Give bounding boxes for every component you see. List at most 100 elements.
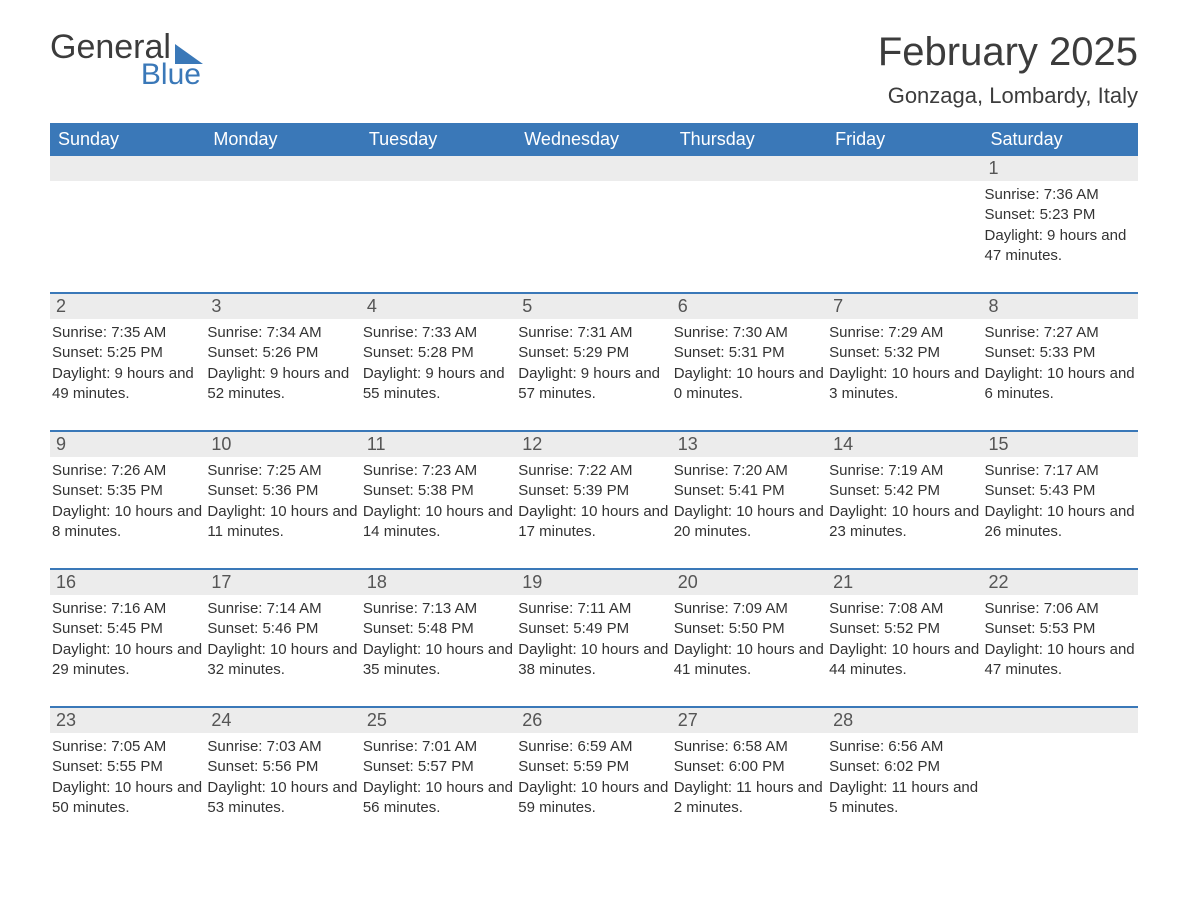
day-cell	[827, 156, 982, 274]
day-cell: 2Sunrise: 7:35 AMSunset: 5:25 PMDaylight…	[50, 294, 205, 412]
day-body: Sunrise: 6:59 AMSunset: 5:59 PMDaylight:…	[516, 733, 671, 820]
day-body: Sunrise: 7:09 AMSunset: 5:50 PMDaylight:…	[672, 595, 827, 682]
sunset-line: Sunset: 5:28 PM	[363, 343, 514, 363]
day-body: Sunrise: 7:01 AMSunset: 5:57 PMDaylight:…	[361, 733, 516, 820]
day-body: Sunrise: 7:20 AMSunset: 5:41 PMDaylight:…	[672, 457, 827, 544]
sunrise-line: Sunrise: 7:29 AM	[829, 323, 980, 343]
day-cell: 7Sunrise: 7:29 AMSunset: 5:32 PMDaylight…	[827, 294, 982, 412]
day-body: Sunrise: 7:27 AMSunset: 5:33 PMDaylight:…	[983, 319, 1138, 406]
day-number: 4	[361, 294, 516, 319]
day-cell: 24Sunrise: 7:03 AMSunset: 5:56 PMDayligh…	[205, 708, 360, 826]
sunset-line: Sunset: 5:50 PM	[674, 619, 825, 639]
sunrise-line: Sunrise: 6:59 AM	[518, 737, 669, 757]
day-cell	[361, 156, 516, 274]
dow-cell: Tuesday	[361, 123, 516, 156]
day-number	[672, 156, 827, 181]
day-number: 26	[516, 708, 671, 733]
day-body: Sunrise: 7:03 AMSunset: 5:56 PMDaylight:…	[205, 733, 360, 820]
daylight-line: Daylight: 10 hours and 14 minutes.	[363, 502, 514, 543]
day-number: 14	[827, 432, 982, 457]
daylight-line: Daylight: 10 hours and 0 minutes.	[674, 364, 825, 405]
sunset-line: Sunset: 5:38 PM	[363, 481, 514, 501]
day-number: 13	[672, 432, 827, 457]
sunset-line: Sunset: 5:33 PM	[985, 343, 1136, 363]
sunset-line: Sunset: 5:49 PM	[518, 619, 669, 639]
daylight-line: Daylight: 10 hours and 8 minutes.	[52, 502, 203, 543]
sunset-line: Sunset: 5:45 PM	[52, 619, 203, 639]
day-body: Sunrise: 6:56 AMSunset: 6:02 PMDaylight:…	[827, 733, 982, 820]
header: General Blue February 2025 Gonzaga, Lomb…	[50, 30, 1138, 109]
daylight-line: Daylight: 10 hours and 53 minutes.	[207, 778, 358, 819]
day-body: Sunrise: 7:16 AMSunset: 5:45 PMDaylight:…	[50, 595, 205, 682]
day-number: 1	[983, 156, 1138, 181]
day-cell: 9Sunrise: 7:26 AMSunset: 5:35 PMDaylight…	[50, 432, 205, 550]
day-body: Sunrise: 7:23 AMSunset: 5:38 PMDaylight:…	[361, 457, 516, 544]
day-body: Sunrise: 7:05 AMSunset: 5:55 PMDaylight:…	[50, 733, 205, 820]
daylight-line: Daylight: 10 hours and 59 minutes.	[518, 778, 669, 819]
day-body: Sunrise: 6:58 AMSunset: 6:00 PMDaylight:…	[672, 733, 827, 820]
sunrise-line: Sunrise: 7:27 AM	[985, 323, 1136, 343]
day-number: 20	[672, 570, 827, 595]
day-number: 28	[827, 708, 982, 733]
daylight-line: Daylight: 10 hours and 26 minutes.	[985, 502, 1136, 543]
day-number	[50, 156, 205, 181]
sunrise-line: Sunrise: 7:09 AM	[674, 599, 825, 619]
day-body: Sunrise: 7:14 AMSunset: 5:46 PMDaylight:…	[205, 595, 360, 682]
day-cell: 13Sunrise: 7:20 AMSunset: 5:41 PMDayligh…	[672, 432, 827, 550]
day-body: Sunrise: 7:22 AMSunset: 5:39 PMDaylight:…	[516, 457, 671, 544]
day-number: 25	[361, 708, 516, 733]
day-cell: 5Sunrise: 7:31 AMSunset: 5:29 PMDaylight…	[516, 294, 671, 412]
sunset-line: Sunset: 5:41 PM	[674, 481, 825, 501]
sunset-line: Sunset: 5:48 PM	[363, 619, 514, 639]
day-number: 21	[827, 570, 982, 595]
sunset-line: Sunset: 6:02 PM	[829, 757, 980, 777]
sunrise-line: Sunrise: 7:03 AM	[207, 737, 358, 757]
day-cell	[516, 156, 671, 274]
sunset-line: Sunset: 5:43 PM	[985, 481, 1136, 501]
week-row: 1Sunrise: 7:36 AMSunset: 5:23 PMDaylight…	[50, 156, 1138, 274]
dow-cell: Thursday	[672, 123, 827, 156]
sunrise-line: Sunrise: 7:01 AM	[363, 737, 514, 757]
week-row: 9Sunrise: 7:26 AMSunset: 5:35 PMDaylight…	[50, 430, 1138, 550]
day-cell: 1Sunrise: 7:36 AMSunset: 5:23 PMDaylight…	[983, 156, 1138, 274]
day-number: 10	[205, 432, 360, 457]
day-cell: 23Sunrise: 7:05 AMSunset: 5:55 PMDayligh…	[50, 708, 205, 826]
day-body: Sunrise: 7:13 AMSunset: 5:48 PMDaylight:…	[361, 595, 516, 682]
daylight-line: Daylight: 10 hours and 23 minutes.	[829, 502, 980, 543]
daylight-line: Daylight: 10 hours and 3 minutes.	[829, 364, 980, 405]
day-cell	[50, 156, 205, 274]
day-cell	[205, 156, 360, 274]
sunrise-line: Sunrise: 7:23 AM	[363, 461, 514, 481]
daylight-line: Daylight: 9 hours and 47 minutes.	[985, 226, 1136, 267]
dow-cell: Wednesday	[516, 123, 671, 156]
sunrise-line: Sunrise: 7:30 AM	[674, 323, 825, 343]
day-number: 18	[361, 570, 516, 595]
daylight-line: Daylight: 10 hours and 44 minutes.	[829, 640, 980, 681]
sunrise-line: Sunrise: 7:36 AM	[985, 185, 1136, 205]
sunrise-line: Sunrise: 7:22 AM	[518, 461, 669, 481]
daylight-line: Daylight: 10 hours and 38 minutes.	[518, 640, 669, 681]
week-row: 16Sunrise: 7:16 AMSunset: 5:45 PMDayligh…	[50, 568, 1138, 688]
day-cell	[983, 708, 1138, 826]
day-body: Sunrise: 7:33 AMSunset: 5:28 PMDaylight:…	[361, 319, 516, 406]
daylight-line: Daylight: 9 hours and 57 minutes.	[518, 364, 669, 405]
day-number: 12	[516, 432, 671, 457]
day-cell: 18Sunrise: 7:13 AMSunset: 5:48 PMDayligh…	[361, 570, 516, 688]
day-cell: 28Sunrise: 6:56 AMSunset: 6:02 PMDayligh…	[827, 708, 982, 826]
sunrise-line: Sunrise: 7:20 AM	[674, 461, 825, 481]
daylight-line: Daylight: 10 hours and 11 minutes.	[207, 502, 358, 543]
sunrise-line: Sunrise: 7:17 AM	[985, 461, 1136, 481]
day-number: 24	[205, 708, 360, 733]
day-cell: 25Sunrise: 7:01 AMSunset: 5:57 PMDayligh…	[361, 708, 516, 826]
daylight-line: Daylight: 11 hours and 2 minutes.	[674, 778, 825, 819]
logo: General Blue	[50, 30, 203, 90]
day-cell: 4Sunrise: 7:33 AMSunset: 5:28 PMDaylight…	[361, 294, 516, 412]
day-cell: 11Sunrise: 7:23 AMSunset: 5:38 PMDayligh…	[361, 432, 516, 550]
sunset-line: Sunset: 6:00 PM	[674, 757, 825, 777]
sunset-line: Sunset: 5:29 PM	[518, 343, 669, 363]
day-cell: 8Sunrise: 7:27 AMSunset: 5:33 PMDaylight…	[983, 294, 1138, 412]
location: Gonzaga, Lombardy, Italy	[878, 83, 1138, 109]
day-number: 5	[516, 294, 671, 319]
daylight-line: Daylight: 10 hours and 47 minutes.	[985, 640, 1136, 681]
sunset-line: Sunset: 5:25 PM	[52, 343, 203, 363]
